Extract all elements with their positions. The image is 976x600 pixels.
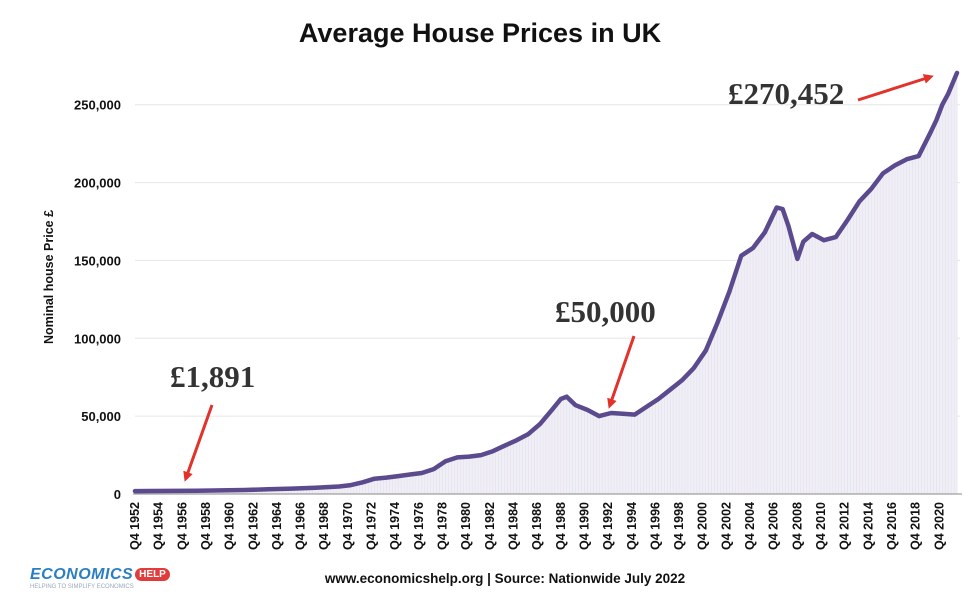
x-tick-label: Q4 1952 <box>128 502 142 550</box>
x-tick-label: Q4 1980 <box>459 502 473 550</box>
x-tick-label: Q4 1962 <box>246 502 260 550</box>
x-tick-label: Q4 1994 <box>625 502 639 550</box>
arrow-1891 <box>183 404 214 482</box>
chart-title: Average House Prices in UK <box>299 18 662 48</box>
x-tick-label: Q4 1958 <box>199 502 213 550</box>
area-hatch <box>134 72 958 494</box>
arrow-50000 <box>607 335 636 409</box>
x-tick-label: Q4 1956 <box>175 502 189 550</box>
arrow-270452 <box>857 74 934 102</box>
logo-brand: ECONOMICS <box>30 566 134 583</box>
x-tick-label: Q4 1988 <box>554 502 568 550</box>
x-tick-label: Q4 2006 <box>767 502 781 550</box>
source-text: www.economicshelp.org | Source: Nationwi… <box>324 571 685 586</box>
x-tick-label: Q4 2012 <box>838 502 852 550</box>
x-tick-label: Q4 1972 <box>365 502 379 550</box>
x-tick-label: Q4 2014 <box>861 502 875 550</box>
x-tick-label: Q4 1970 <box>341 502 355 550</box>
x-tick-label: Q4 2008 <box>790 502 804 550</box>
y-tick-label: 50,000 <box>81 409 121 424</box>
y-tick-label: 150,000 <box>74 253 121 268</box>
y-axis-label: Nominal house Price £ <box>42 210 56 344</box>
logo-tagline: HELPING TO SIMPLIFY ECONOMICS <box>30 584 134 590</box>
area-fill-shape <box>135 72 958 495</box>
x-tick-label: Q4 1974 <box>388 502 402 550</box>
series-lines <box>132 70 960 494</box>
x-tick-label: Q4 2010 <box>814 502 828 550</box>
x-tick-label: Q4 1996 <box>648 502 662 550</box>
logo-badge: HELP <box>135 568 170 581</box>
x-axis-ticks: Q4 1952 Q4 1954 Q4 1956 Q4 1958 Q4 1960 Q4 19… <box>128 502 946 550</box>
x-tick-label: Q4 2002 <box>719 502 733 550</box>
y-tick-label: 250,000 <box>74 98 121 113</box>
y-axis-ticks: 0 50,000 100,000 150,000 200,000 250,000 <box>74 98 121 502</box>
x-tick-label: Q4 1960 <box>223 502 237 550</box>
annotation-1891: £1,891 <box>170 359 255 394</box>
x-tick-label: Q4 1966 <box>294 502 308 550</box>
x-tick-label: Q4 2016 <box>885 502 899 550</box>
x-tick-label: Q4 1976 <box>412 502 426 550</box>
x-tick-label: Q4 1968 <box>317 502 331 550</box>
x-tick-label: Q4 2018 <box>909 502 923 550</box>
y-tick-label: 200,000 <box>74 176 121 191</box>
x-tick-label: Q4 1998 <box>672 502 686 550</box>
series-line <box>132 70 960 494</box>
x-tick-label: Q4 1982 <box>483 502 497 550</box>
x-tick-label: Q4 2020 <box>932 502 946 550</box>
annotation-50000: £50,000 <box>555 294 656 329</box>
x-tick-label: Q4 1978 <box>436 502 450 550</box>
economicshelp-logo: ECONOMICS HELP HELPING TO SIMPLIFY ECONOM… <box>30 566 180 596</box>
y-tick-label: 0 <box>114 487 121 502</box>
x-tick-label: Q4 2004 <box>743 502 757 550</box>
annotation-270452: £270,452 <box>728 76 844 111</box>
x-tick-label: Q4 1990 <box>577 502 591 550</box>
x-tick-label: Q4 1986 <box>530 502 544 550</box>
x-tick-label: Q4 1964 <box>270 502 284 550</box>
x-tick-label: Q4 2000 <box>696 502 710 550</box>
area-fill <box>134 72 958 495</box>
x-tick-label: Q4 1984 <box>506 502 520 550</box>
y-tick-label: 100,000 <box>74 331 121 346</box>
x-tick-label: Q4 1992 <box>601 502 615 550</box>
x-tick-label: Q4 1954 <box>152 502 166 550</box>
